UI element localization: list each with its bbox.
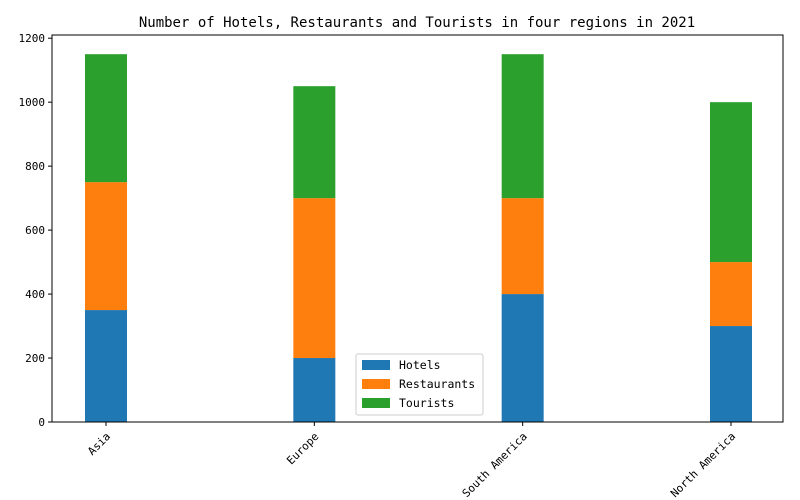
- axes-layer: 0 200 400 600 800 1000 1200 Asia Europe South Ame…: [19, 32, 784, 500]
- legend-label-tourists: Tourists: [399, 396, 454, 410]
- bar-restaurants-asia: [85, 182, 127, 311]
- bar-hotels-north-america: [710, 326, 752, 422]
- plot-frame: [51, 34, 784, 423]
- bar-restaurants-south-america: [501, 198, 544, 295]
- y-tick-label: 600: [25, 224, 45, 237]
- y-tick-label: 200: [25, 352, 45, 365]
- chart-title: Number of Hotels, Restaurants and Touris…: [139, 15, 695, 31]
- bar-hotels-south-america: [501, 294, 544, 422]
- y-tick-label: 1000: [19, 96, 46, 109]
- x-tick-label: Europe: [284, 430, 321, 467]
- x-tick-label: Asia: [85, 430, 113, 458]
- bar-restaurants-north-america: [710, 262, 752, 327]
- bars-layer: [85, 54, 752, 422]
- x-tick-label: South America: [460, 430, 530, 500]
- x-tick-label: North America: [668, 430, 738, 500]
- y-tick-label: 800: [25, 160, 45, 173]
- legend: Hotels Restaurants Tourists: [355, 353, 484, 416]
- bar-tourists-asia: [85, 54, 127, 183]
- y-tick-label: 1200: [19, 32, 46, 45]
- y-tick-label: 400: [25, 288, 45, 301]
- legend-label-restaurants: Restaurants: [399, 377, 475, 391]
- bar-tourists-europe: [293, 86, 336, 199]
- y-tick-label: 0: [38, 416, 45, 429]
- legend-swatch-restaurants: [362, 379, 390, 389]
- bar-tourists-south-america: [501, 54, 544, 199]
- bar-hotels-europe: [293, 358, 336, 422]
- bar-tourists-north-america: [710, 102, 752, 263]
- bar-hotels-asia: [85, 310, 127, 422]
- legend-swatch-hotels: [362, 360, 390, 370]
- legend-swatch-tourists: [362, 398, 390, 408]
- bar-restaurants-europe: [293, 198, 336, 359]
- legend-label-hotels: Hotels: [399, 358, 441, 372]
